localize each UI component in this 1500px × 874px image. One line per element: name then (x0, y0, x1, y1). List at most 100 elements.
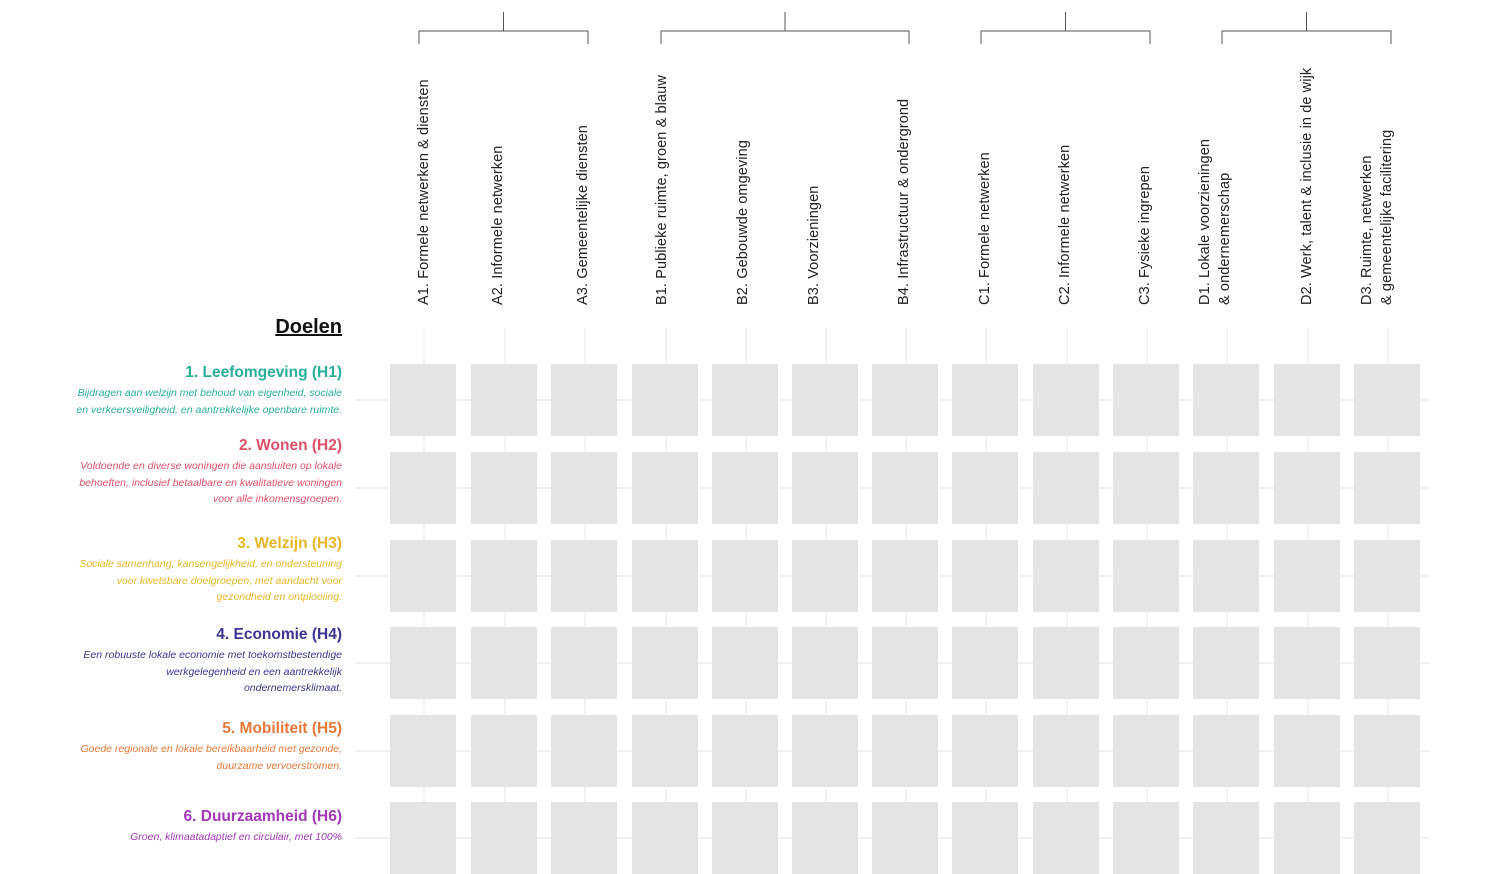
goal-title: 5. Mobiliteit (H5) (222, 720, 342, 737)
matrix-cell-h3-a3[interactable] (551, 540, 617, 612)
matrix-cell-h3-b3[interactable] (792, 540, 858, 612)
goal-description: Bijdragen aan welzijn met behoud van eig… (76, 387, 342, 416)
goal-h2: 2. Wonen (H2) Voldoende en diverse woning… (42, 437, 342, 508)
group-bracket-a (418, 12, 589, 44)
matrix-cell-h3-a2[interactable] (471, 540, 537, 612)
matrix-cell-h5-d1[interactable] (1193, 715, 1259, 787)
group-bracket-c (980, 12, 1151, 44)
goal-title: 2. Wonen (H2) (238, 437, 342, 454)
matrix-cell-h3-d3[interactable] (1354, 540, 1420, 612)
matrix-cell-h4-c3[interactable] (1113, 627, 1179, 699)
matrix-cell-h4-b2[interactable] (712, 627, 778, 699)
goal-description: Goede regionale en lokale bereikbaarheid… (80, 743, 342, 772)
matrix-cell-h1-d1[interactable] (1193, 364, 1259, 436)
matrix-cell-h3-c2[interactable] (1033, 540, 1099, 612)
matrix-cell-h1-c3[interactable] (1113, 364, 1179, 436)
matrix-cell-h5-a2[interactable] (471, 715, 537, 787)
goal-description: Voldoende en diverse woningen die aanslu… (79, 460, 342, 505)
matrix-cell-h4-b3[interactable] (792, 627, 858, 699)
matrix-cell-h3-b1[interactable] (632, 540, 698, 612)
matrix-cell-h2-a3[interactable] (551, 452, 617, 524)
matrix-cell-h2-a2[interactable] (471, 452, 537, 524)
goal-h4: 4. Economie (H4) Een robuuste lokale econ… (42, 626, 342, 697)
matrix-cell-h4-b1[interactable] (632, 627, 698, 699)
column-label-a1: A1. Formele netwerken & diensten (416, 79, 432, 305)
matrix-cell-h2-b2[interactable] (712, 452, 778, 524)
matrix-cell-h1-c1[interactable] (952, 364, 1018, 436)
matrix-cell-h5-d3[interactable] (1354, 715, 1420, 787)
matrix-cell-h6-d2[interactable] (1274, 802, 1340, 874)
goal-title: 6. Duurzaamheid (H6) (183, 808, 342, 825)
matrix-cell-h6-a1[interactable] (390, 802, 456, 874)
matrix-cell-h3-c1[interactable] (952, 540, 1018, 612)
matrix-cell-h2-d2[interactable] (1274, 452, 1340, 524)
matrix-cell-h5-b1[interactable] (632, 715, 698, 787)
matrix-cell-h3-c3[interactable] (1113, 540, 1179, 612)
column-label-b4: B4. Infrastructuur & ondergrond (896, 98, 912, 305)
matrix-cell-h1-b1[interactable] (632, 364, 698, 436)
matrix-cell-h2-b4[interactable] (872, 452, 938, 524)
matrix-cell-h6-a3[interactable] (551, 802, 617, 874)
matrix-cell-h5-c1[interactable] (952, 715, 1018, 787)
matrix-cell-h1-d2[interactable] (1274, 364, 1340, 436)
goal-h6: 6. Duurzaamheid (H6) Groen, klimaatadapti… (42, 808, 342, 846)
matrix-cell-h5-a3[interactable] (551, 715, 617, 787)
matrix-cell-h2-c3[interactable] (1113, 452, 1179, 524)
matrix-cell-h6-d3[interactable] (1354, 802, 1420, 874)
matrix-cell-h1-a1[interactable] (390, 364, 456, 436)
matrix-cell-h5-a1[interactable] (390, 715, 456, 787)
column-label-c2: C2. Informele netwerken (1057, 144, 1073, 305)
matrix-cell-h4-d2[interactable] (1274, 627, 1340, 699)
column-label-c1: C1. Formele netwerken (977, 152, 993, 305)
matrix-cell-h3-d2[interactable] (1274, 540, 1340, 612)
matrix-cell-h2-b1[interactable] (632, 452, 698, 524)
matrix-cell-h3-b2[interactable] (712, 540, 778, 612)
matrix-cell-h4-a3[interactable] (551, 627, 617, 699)
matrix-cell-h2-b3[interactable] (792, 452, 858, 524)
matrix-cell-h6-b2[interactable] (712, 802, 778, 874)
matrix-cell-h5-d2[interactable] (1274, 715, 1340, 787)
matrix-cell-h5-b4[interactable] (872, 715, 938, 787)
matrix-cell-h5-b3[interactable] (792, 715, 858, 787)
matrix-cell-h2-a1[interactable] (390, 452, 456, 524)
matrix-cell-h4-a1[interactable] (390, 627, 456, 699)
matrix-cell-h2-c2[interactable] (1033, 452, 1099, 524)
matrix-cell-h2-d3[interactable] (1354, 452, 1420, 524)
matrix-cell-h5-c2[interactable] (1033, 715, 1099, 787)
matrix-cell-h1-a3[interactable] (551, 364, 617, 436)
goal-title: 4. Economie (H4) (216, 626, 342, 643)
matrix-cell-h2-d1[interactable] (1193, 452, 1259, 524)
matrix-cell-h5-b2[interactable] (712, 715, 778, 787)
matrix-cell-h6-c2[interactable] (1033, 802, 1099, 874)
matrix-cell-h5-c3[interactable] (1113, 715, 1179, 787)
matrix-cell-h4-d3[interactable] (1354, 627, 1420, 699)
matrix-cell-h6-d1[interactable] (1193, 802, 1259, 874)
matrix-cell-h1-c2[interactable] (1033, 364, 1099, 436)
matrix-cell-h6-a2[interactable] (471, 802, 537, 874)
column-label-c3: C3. Fysieke ingrepen (1137, 165, 1153, 305)
matrix-cell-h4-b4[interactable] (872, 627, 938, 699)
goal-h1: 1. Leefomgeving (H1) Bijdragen aan welzij… (42, 364, 342, 418)
matrix-cell-h6-b3[interactable] (792, 802, 858, 874)
matrix-cell-h3-a1[interactable] (390, 540, 456, 612)
matrix-cell-h6-b4[interactable] (872, 802, 938, 874)
matrix-cell-h4-c2[interactable] (1033, 627, 1099, 699)
matrix-cell-h6-c1[interactable] (952, 802, 1018, 874)
matrix-cell-h6-c3[interactable] (1113, 802, 1179, 874)
matrix-cell-h1-d3[interactable] (1354, 364, 1420, 436)
matrix-cell-h2-c1[interactable] (952, 452, 1018, 524)
column-label-b1: B1. Publieke ruimte, groen & blauw (654, 75, 670, 305)
group-bracket-d (1221, 12, 1392, 44)
matrix-cell-h4-c1[interactable] (952, 627, 1018, 699)
matrix-cell-h1-b3[interactable] (792, 364, 858, 436)
matrix-cell-h4-a2[interactable] (471, 627, 537, 699)
matrix-cell-h4-d1[interactable] (1193, 627, 1259, 699)
matrix-cell-h1-b4[interactable] (872, 364, 938, 436)
matrix-cell-h1-b2[interactable] (712, 364, 778, 436)
matrix-cell-h6-b1[interactable] (632, 802, 698, 874)
matrix-cell-h3-d1[interactable] (1193, 540, 1259, 612)
column-label-a2: A2. Informele netwerken (490, 145, 506, 305)
goal-description: Groen, klimaatadaptief en circulair, met… (130, 831, 342, 843)
matrix-cell-h3-b4[interactable] (872, 540, 938, 612)
matrix-cell-h1-a2[interactable] (471, 364, 537, 436)
